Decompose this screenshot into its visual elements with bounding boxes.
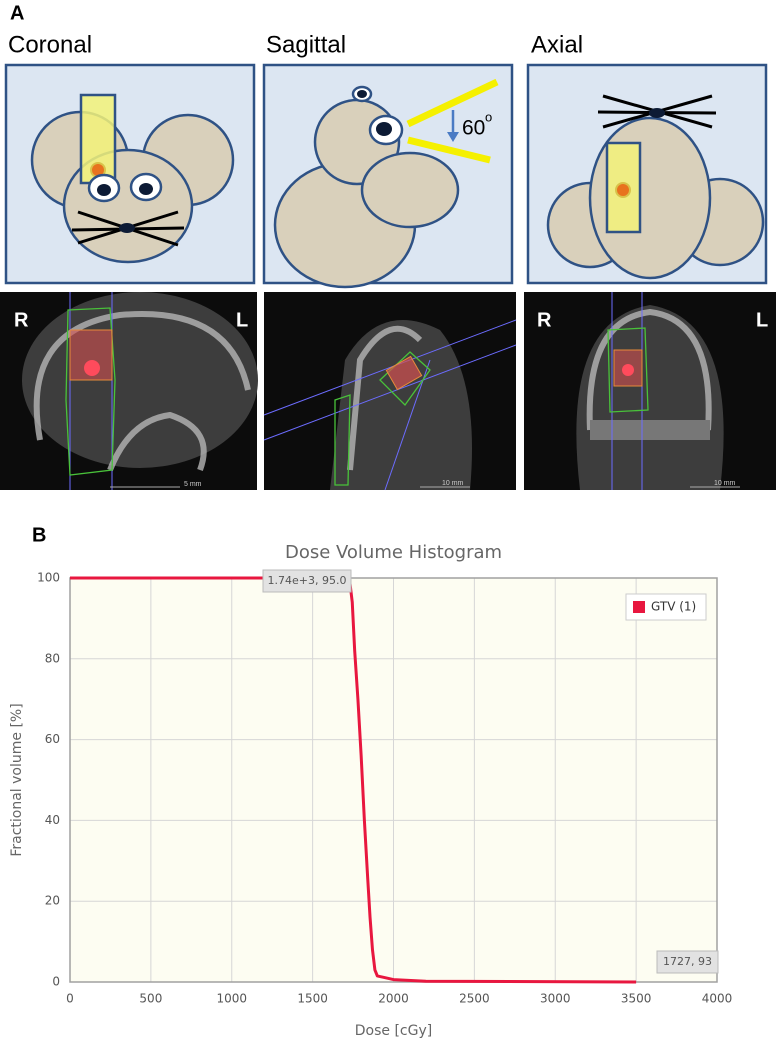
x-tick-label: 500 [139,992,162,1006]
view-title: Axial [531,31,583,58]
scale-bar: 5 mm [184,481,202,488]
legend-label: GTV (1) [651,600,696,614]
panel-label: B [32,524,46,546]
scale-bar: 10 mm [442,480,464,487]
plot-frame [69,577,718,983]
ct-sagittal: 10 mm [263,292,517,491]
y-axis-label: Fractional volume [%] [9,703,25,856]
dvh-chart: 0 500 1000 1500 2000 2500 3000 3500 4000 0 20 40 60 8… [9,542,732,1039]
y-tick-label: 80 [45,651,60,665]
annotation-box [656,950,719,974]
y-tick-label: 40 [45,813,60,827]
coronal-cartoon [4,63,256,285]
y-tick-label: 60 [45,732,60,746]
scale-bar: 10 mm [714,480,736,487]
x-tick-label: 1500 [297,992,328,1006]
sagittal-cartoon: 60 o [262,63,514,289]
orientation: L [236,309,248,331]
view-title: Sagittal [266,31,346,58]
annotation: 1727, 93 [663,955,712,968]
panel-label: A [10,2,24,24]
chart-title: Dose Volume Histogram [285,542,502,563]
y-tick-label: 0 [52,975,60,989]
x-tick-label: 2000 [378,992,409,1006]
axial-cartoon [526,63,768,285]
annotation-box [262,569,352,593]
x-axis-label: Dose [cGy] [355,1023,432,1039]
angle-value: 60 [462,117,485,140]
annotation: 1.74e+3, 95.0 [268,574,347,587]
orientation: R [14,309,29,331]
x-tick-label: 0 [66,992,74,1006]
x-tick-label: 1000 [216,992,247,1006]
x-tick-label: 3500 [621,992,652,1006]
orientation: L [756,309,768,331]
y-tick-label: 100 [37,571,60,585]
ct-axial: 10 mm R L [524,292,776,490]
ct-coronal: 5 mm R L [0,292,258,490]
orientation: R [537,309,552,331]
legend-swatch [633,601,645,613]
x-tick-label: 2500 [459,992,490,1006]
angle-degree: o [485,109,492,124]
y-tick-label: 20 [45,894,60,908]
view-title: Coronal [8,31,92,58]
x-tick-label: 3000 [540,992,571,1006]
x-tick-label: 4000 [702,992,733,1006]
